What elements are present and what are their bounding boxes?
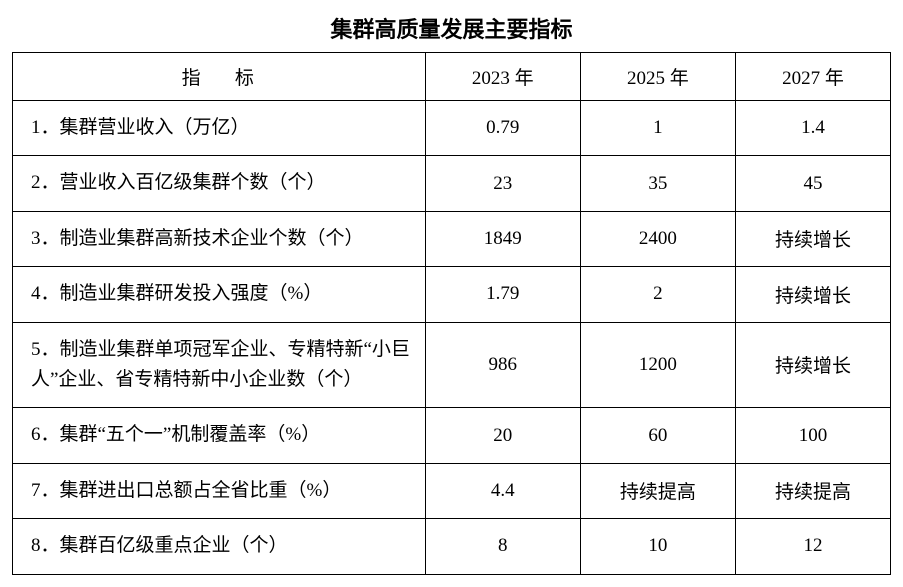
table-row: 7．集群进出口总额占全省比重（%） 4.4 持续提高 持续提高 xyxy=(13,463,891,518)
cell-indicator: 5．制造业集群单项冠军企业、专精特新“小巨人”企业、省专精特新中小企业数（个） xyxy=(13,322,426,408)
table-row: 2．营业收入百亿级集群个数（个） 23 35 45 xyxy=(13,156,891,211)
cell-value: 8 xyxy=(425,519,580,574)
cell-value: 2400 xyxy=(580,211,735,266)
cell-value: 4.4 xyxy=(425,463,580,518)
table-header-row: 指标 2023 年 2025 年 2027 年 xyxy=(13,53,891,101)
cell-value: 持续增长 xyxy=(735,322,890,408)
table-row: 6．集群“五个一”机制覆盖率（%） 20 60 100 xyxy=(13,408,891,463)
cell-indicator: 4．制造业集群研发投入强度（%） xyxy=(13,267,426,322)
cell-indicator: 1．集群营业收入（万亿） xyxy=(13,101,426,156)
cell-value: 持续提高 xyxy=(735,463,890,518)
table-title: 集群高质量发展主要指标 xyxy=(12,12,891,44)
table-row: 8．集群百亿级重点企业（个） 8 10 12 xyxy=(13,519,891,574)
cell-value: 10 xyxy=(580,519,735,574)
cell-value: 1.4 xyxy=(735,101,890,156)
cell-value: 60 xyxy=(580,408,735,463)
col-header-2025: 2025 年 xyxy=(580,53,735,101)
table-row: 1．集群营业收入（万亿） 0.79 1 1.4 xyxy=(13,101,891,156)
cell-value: 0.79 xyxy=(425,101,580,156)
cell-value: 1849 xyxy=(425,211,580,266)
cell-value: 1200 xyxy=(580,322,735,408)
cell-indicator: 7．集群进出口总额占全省比重（%） xyxy=(13,463,426,518)
table-row: 3．制造业集群高新技术企业个数（个） 1849 2400 持续增长 xyxy=(13,211,891,266)
cell-indicator: 6．集群“五个一”机制覆盖率（%） xyxy=(13,408,426,463)
cell-value: 35 xyxy=(580,156,735,211)
cell-value: 2 xyxy=(580,267,735,322)
col-header-2027: 2027 年 xyxy=(735,53,890,101)
cell-value: 1 xyxy=(580,101,735,156)
cell-value: 100 xyxy=(735,408,890,463)
cell-indicator: 3．制造业集群高新技术企业个数（个） xyxy=(13,211,426,266)
cell-value: 持续增长 xyxy=(735,267,890,322)
cell-value: 986 xyxy=(425,322,580,408)
cell-value: 45 xyxy=(735,156,890,211)
table-row: 5．制造业集群单项冠军企业、专精特新“小巨人”企业、省专精特新中小企业数（个） … xyxy=(13,322,891,408)
cell-value: 1.79 xyxy=(425,267,580,322)
table-row: 4．制造业集群研发投入强度（%） 1.79 2 持续增长 xyxy=(13,267,891,322)
cell-value: 持续提高 xyxy=(580,463,735,518)
cell-value: 12 xyxy=(735,519,890,574)
indicators-table: 指标 2023 年 2025 年 2027 年 1．集群营业收入（万亿） 0.7… xyxy=(12,52,891,575)
cell-value: 20 xyxy=(425,408,580,463)
cell-value: 持续增长 xyxy=(735,211,890,266)
col-header-indicator: 指标 xyxy=(13,53,426,101)
cell-value: 23 xyxy=(425,156,580,211)
col-header-2023: 2023 年 xyxy=(425,53,580,101)
cell-indicator: 8．集群百亿级重点企业（个） xyxy=(13,519,426,574)
cell-indicator: 2．营业收入百亿级集群个数（个） xyxy=(13,156,426,211)
